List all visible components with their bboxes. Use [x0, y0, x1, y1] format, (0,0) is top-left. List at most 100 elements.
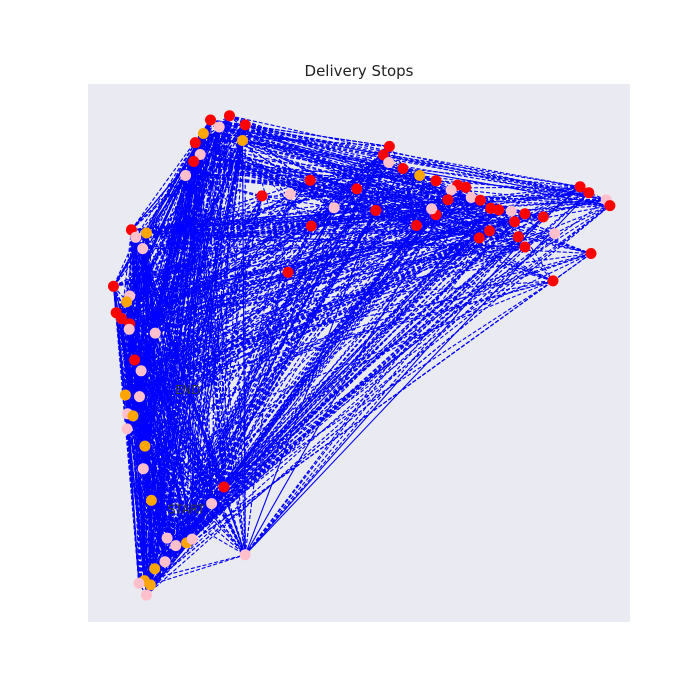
- route-segment: [310, 179, 490, 232]
- route-segment: [143, 253, 592, 470]
- route-segment: [144, 446, 152, 501]
- route-segment: [125, 233, 555, 396]
- route-segment: [116, 186, 581, 314]
- stop-marker-red: [474, 194, 486, 206]
- stop-marker-pink: [194, 149, 206, 160]
- stop-marker-pink: [137, 463, 149, 475]
- route-segment: [129, 210, 512, 330]
- route-segment: [125, 301, 193, 540]
- route-segment: [113, 232, 147, 287]
- stop-marker-orange: [141, 227, 152, 239]
- route-segment: [135, 192, 589, 238]
- route-segment: [131, 205, 610, 231]
- route-segment: [223, 140, 244, 488]
- route-segment: [166, 208, 433, 539]
- route-segment: [129, 175, 187, 297]
- route-segment: [552, 253, 592, 282]
- stop-marker-red: [460, 181, 472, 193]
- route-segment: [311, 225, 519, 238]
- route-segment: [149, 207, 492, 586]
- route-segment: [146, 188, 358, 596]
- route-segment: [126, 209, 377, 430]
- route-segment: [129, 154, 201, 325]
- route-segment: [154, 221, 515, 570]
- route-segment: [309, 179, 377, 211]
- route-segment: [261, 195, 607, 201]
- route-segment: [416, 199, 607, 227]
- stop-marker-pink: [445, 184, 457, 196]
- route-segment: [138, 225, 417, 584]
- chart-title: Delivery Stops: [305, 62, 414, 80]
- route-segment: [164, 175, 421, 563]
- route-segment: [311, 186, 581, 227]
- route-segment: [140, 252, 592, 372]
- stop-marker-red: [383, 140, 395, 152]
- route-segment: [311, 221, 515, 227]
- stop-marker-pink: [383, 157, 395, 168]
- route-segment: [416, 224, 480, 239]
- route-segment: [244, 192, 590, 556]
- route-segment: [142, 248, 151, 585]
- stop-marker-pink: [465, 192, 477, 203]
- stop-marker-red: [189, 137, 201, 149]
- route-segment: [166, 236, 519, 539]
- route-segment: [135, 167, 404, 238]
- route-segment: [126, 179, 311, 430]
- route-segment: [113, 207, 335, 287]
- route-segment: [185, 174, 263, 197]
- route-segment: [554, 205, 611, 235]
- route-segment: [402, 168, 418, 226]
- route-segment: [129, 225, 312, 325]
- route-segment: [135, 186, 466, 238]
- route-segment: [203, 132, 592, 255]
- route-segment: [419, 174, 607, 201]
- route-segment: [135, 237, 246, 555]
- route-segment: [166, 272, 289, 539]
- route-segment: [126, 154, 201, 430]
- route-segment: [164, 209, 500, 563]
- route-segment: [128, 225, 312, 330]
- route-segment: [211, 175, 421, 504]
- route-segment: [175, 208, 433, 546]
- route-segment: [129, 205, 611, 297]
- stop-marker-red: [116, 313, 128, 325]
- route-segment: [175, 194, 291, 546]
- stop-marker-orange: [237, 135, 248, 146]
- route-segment: [140, 233, 555, 372]
- route-segment: [489, 230, 592, 255]
- stop-marker-orange: [127, 410, 139, 422]
- route-segment: [144, 162, 390, 447]
- route-segment: [132, 415, 188, 544]
- route-segment: [151, 500, 193, 540]
- route-segment: [245, 124, 611, 207]
- stop-marker-red: [604, 200, 616, 212]
- stop-marker-red: [205, 114, 216, 126]
- stop-marker-red: [537, 211, 549, 223]
- route-segment: [135, 221, 515, 238]
- route-segment: [140, 271, 289, 372]
- route-segment: [138, 162, 390, 584]
- stop-marker-orange: [119, 389, 131, 401]
- stop-marker-pink: [161, 532, 173, 544]
- route-segment: [116, 221, 515, 314]
- stop-marker-red: [282, 266, 294, 278]
- route-segment: [166, 210, 377, 539]
- route-segment: [125, 209, 500, 396]
- route-segment: [154, 199, 481, 334]
- route-segment: [139, 195, 263, 397]
- stop-marker-red: [224, 110, 235, 122]
- stop-marker-red: [239, 119, 251, 131]
- route-segment: [131, 124, 246, 231]
- route-segment: [186, 146, 390, 544]
- route-segment: [144, 221, 515, 447]
- route-segment: [194, 142, 225, 488]
- route-segment: [186, 115, 231, 543]
- route-segment: [311, 214, 437, 227]
- route-segment: [310, 174, 420, 181]
- route-segment: [150, 154, 384, 501]
- stop-marker-pink: [121, 423, 133, 435]
- route-segment: [242, 139, 610, 207]
- route-segment: [125, 280, 554, 396]
- route-segment: [191, 186, 581, 540]
